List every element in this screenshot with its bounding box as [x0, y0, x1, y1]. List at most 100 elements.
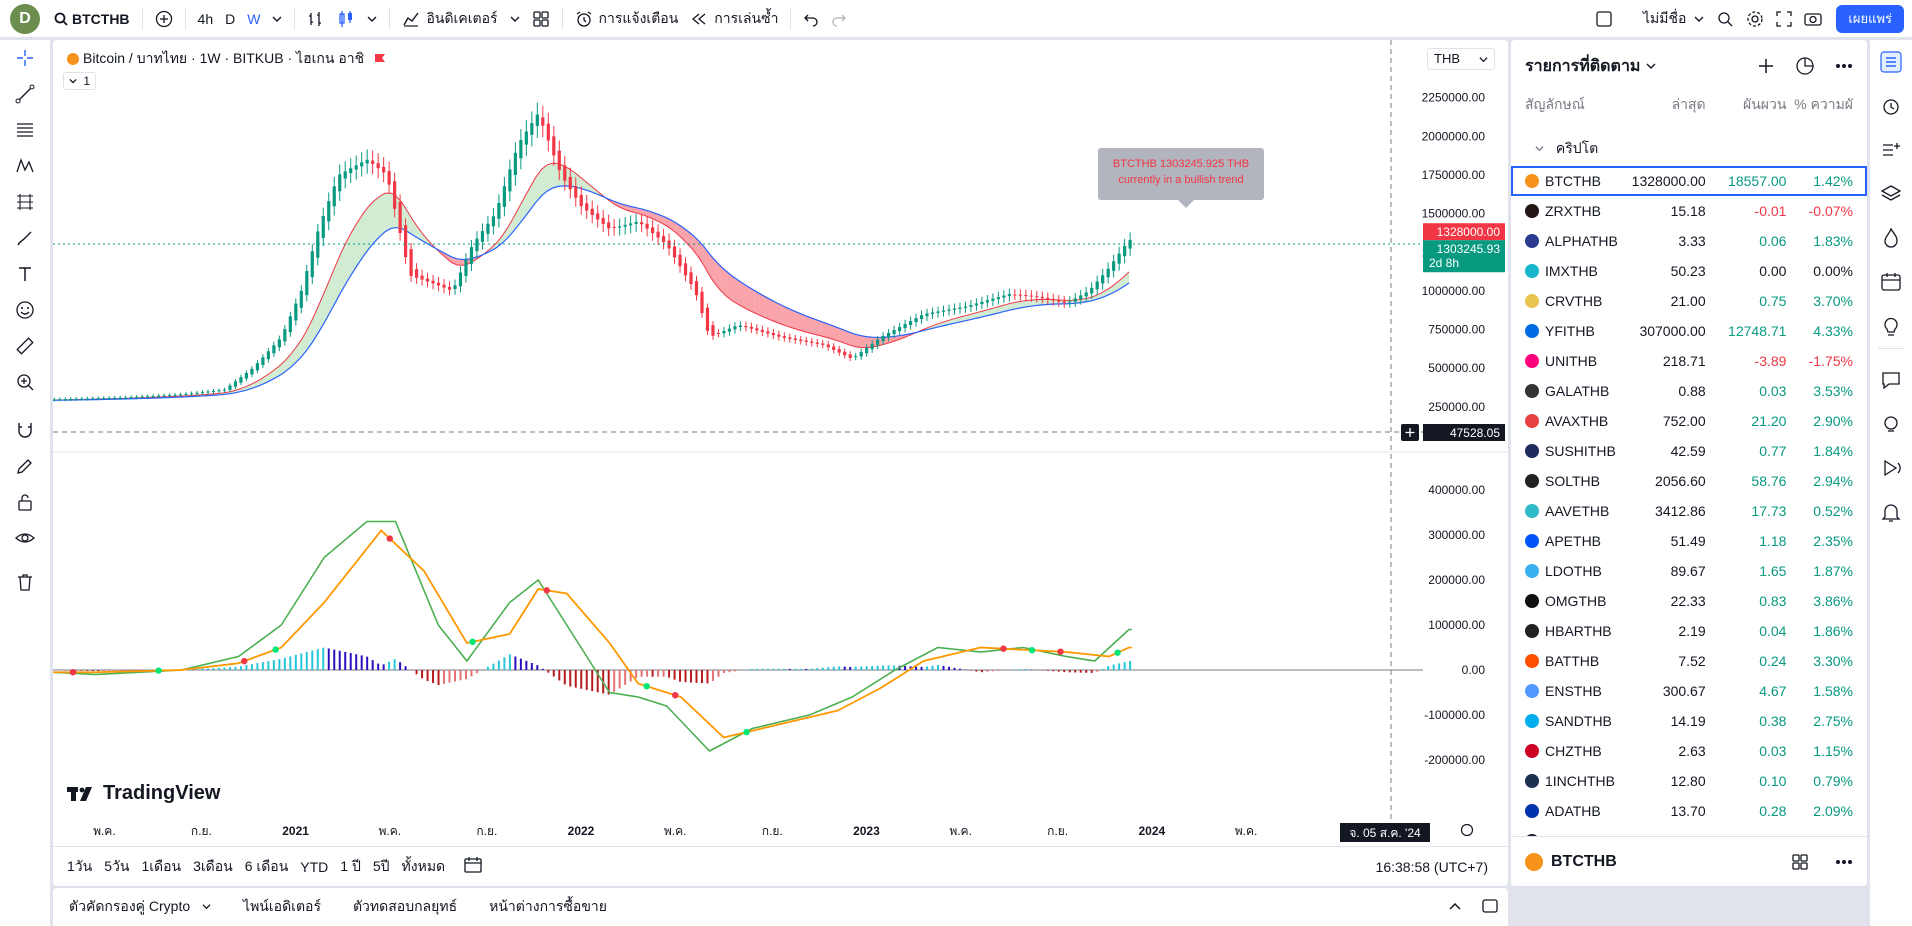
more-icon[interactable] [1835, 63, 1853, 69]
measure-tool[interactable] [0, 328, 50, 364]
watchlist-row[interactable]: ZRXTHB 15.18 -0.01 -0.07% [1511, 196, 1867, 226]
brush-tool[interactable] [0, 220, 50, 256]
watchlist-row[interactable]: SOLTHB 2056.60 58.76 2.94% [1511, 466, 1867, 496]
watchlist-row[interactable]: SANDTHB 14.19 0.38 2.75% [1511, 706, 1867, 736]
calendar-toggle[interactable] [1870, 260, 1912, 304]
publish-button[interactable]: เผยแพร่ [1836, 4, 1904, 33]
maximize-panel-button[interactable] [1472, 898, 1508, 916]
tradingview-logo[interactable]: TradingView [67, 782, 220, 805]
settings-button[interactable] [1740, 4, 1770, 34]
chart-type-button[interactable] [331, 4, 361, 34]
watchlist-row[interactable]: BATTHB 7.52 0.24 3.30% [1511, 646, 1867, 676]
legend-collapse-toggle[interactable]: 1 [63, 72, 97, 90]
grid-icon[interactable] [1791, 853, 1809, 871]
tab-trading-panel[interactable]: หน้าต่างการซื้อขาย [489, 898, 607, 914]
indicators-button[interactable]: อินดิเคเตอร์ [396, 4, 503, 34]
remove-drawings-tool[interactable] [0, 564, 50, 600]
zoom-tool[interactable] [0, 364, 50, 400]
quick-search-button[interactable] [1710, 4, 1740, 34]
trend-line-tool[interactable] [0, 76, 50, 112]
more-icon[interactable] [1835, 859, 1853, 865]
templates-button[interactable] [526, 4, 556, 34]
add-symbol-icon[interactable] [1757, 57, 1775, 75]
column-percent[interactable]: % ความผั [1794, 96, 1853, 112]
snapshot-button[interactable] [1798, 4, 1828, 34]
lock-drawings-tool[interactable] [0, 484, 50, 520]
chart-type-dropdown[interactable] [361, 4, 383, 34]
watchlist-details-footer[interactable]: BTCTHB [1511, 836, 1867, 886]
watchlist-row[interactable]: CHZTHB 2.63 0.03 1.15% [1511, 736, 1867, 766]
layout-button[interactable] [1589, 4, 1619, 34]
currency-select[interactable]: THB [1427, 48, 1495, 70]
tab-pine-editor[interactable]: ไพน์เอดิเตอร์ [243, 898, 321, 914]
forecast-tool[interactable] [0, 184, 50, 220]
range-all[interactable]: ทั้งหมด [401, 857, 446, 874]
ideas-toggle[interactable] [1870, 304, 1912, 348]
object-tree-toggle[interactable] [1870, 128, 1912, 172]
watchlist-row[interactable]: UNITHB 218.71 -3.89 -1.75% [1511, 346, 1867, 376]
symbol-search-button[interactable]: BTCTHB [48, 4, 136, 34]
magnet-tool[interactable] [0, 412, 50, 448]
range-1y[interactable]: 1 ปี [340, 857, 361, 874]
layout-name-button[interactable]: ไม่มีชื่อ [1637, 4, 1710, 34]
watchlist-row[interactable]: BTCTHB 1328000.00 18557.00 1.42% [1511, 166, 1867, 196]
alerts-button[interactable]: การแจ้งเตือน [569, 4, 685, 34]
replay-button[interactable]: การเล่นซ้ำ [684, 4, 784, 34]
text-tool[interactable] [0, 256, 50, 292]
watchlist-row[interactable]: LDOTHB 89.67 1.65 1.87% [1511, 556, 1867, 586]
bar-style-button[interactable] [301, 4, 331, 34]
chevron-down-icon[interactable] [1646, 61, 1656, 71]
price-axis[interactable] [1423, 40, 1508, 846]
hotlists-toggle[interactable] [1870, 216, 1912, 260]
layers-toggle[interactable] [1870, 172, 1912, 216]
watchlist-group-header[interactable]: คริปโต [1511, 118, 1867, 166]
column-last[interactable]: ล่าสุด [1671, 96, 1706, 112]
pattern-tool[interactable] [0, 148, 50, 184]
interval-4h[interactable]: 4h [197, 10, 214, 27]
range-5y[interactable]: 5ปี [372, 857, 390, 874]
chart-canvas[interactable]: 2250000.002000000.001750000.001500000.00… [53, 40, 1508, 846]
watchlist-row[interactable]: APETHB 51.49 1.18 2.35% [1511, 526, 1867, 556]
watchlist-row[interactable]: SUSHITHB 42.59 0.77 1.84% [1511, 436, 1867, 466]
interval-d[interactable]: D [225, 10, 236, 27]
collapse-panel-button[interactable] [1438, 899, 1472, 916]
chart-panel[interactable]: 2250000.00 2000000.00 1750000.00 1500000.00… [53, 40, 1508, 886]
watchlist-row[interactable]: YFITHB 307000.00 12748.71 4.33% [1511, 316, 1867, 346]
indicators-dropdown[interactable] [504, 4, 526, 34]
clock-label[interactable]: 16:38:58 (UTC+7) [1375, 858, 1488, 875]
interval-w[interactable]: W [247, 10, 261, 27]
axis-settings-icon[interactable] [1460, 823, 1474, 837]
watchlist-row[interactable]: GALATHB 0.88 0.03 3.53% [1511, 376, 1867, 406]
watchlist-row[interactable]: ALPHATHB 3.33 0.06 1.83% [1511, 226, 1867, 256]
watchlist-row[interactable]: 1INCHTHB 12.80 0.10 0.79% [1511, 766, 1867, 796]
alerts-toggle[interactable] [1870, 84, 1912, 128]
fib-tool[interactable] [0, 112, 50, 148]
tab-strategy-tester[interactable]: ตัวทดสอบกลยุทธ์ [352, 898, 458, 914]
watchlist-row[interactable]: OMGTHB 22.33 0.83 3.86% [1511, 586, 1867, 616]
compare-symbol-button[interactable] [149, 4, 179, 34]
fullscreen-button[interactable] [1770, 4, 1798, 34]
pie-chart-icon[interactable] [1795, 56, 1815, 76]
watchlist-row[interactable]: ADATHB 13.70 0.28 2.09% [1511, 796, 1867, 826]
range-1m[interactable]: 1เดือน [141, 857, 182, 874]
watchlist-row[interactable]: AVAXTHB 752.00 21.20 2.90% [1511, 406, 1867, 436]
range-1d[interactable]: 1วัน [67, 857, 93, 874]
redo-button[interactable] [825, 4, 853, 34]
watchlist-row[interactable]: HBARTHB 2.19 0.04 1.86% [1511, 616, 1867, 646]
flag-icon[interactable] [374, 53, 386, 65]
watchlist-row[interactable]: ENSTHB 300.67 4.67 1.58% [1511, 676, 1867, 706]
range-6m[interactable]: 6 เดือน [244, 857, 289, 874]
emoji-tool[interactable] [0, 292, 50, 328]
stay-drawing-tool[interactable] [0, 448, 50, 484]
bell-toggle[interactable] [1870, 490, 1912, 534]
undo-button[interactable] [797, 4, 825, 34]
range-5d[interactable]: 5วัน [104, 857, 130, 874]
column-change[interactable]: ผันผวน [1743, 96, 1787, 112]
interval-dropdown[interactable] [266, 4, 288, 34]
watchlist-row[interactable]: CRVTHB 21.00 0.75 3.70% [1511, 286, 1867, 316]
range-ytd[interactable]: YTD [300, 858, 329, 875]
chat-toggle[interactable] [1870, 358, 1912, 402]
user-avatar[interactable]: D [10, 3, 40, 34]
column-symbol[interactable]: สัญลักษณ์ [1525, 96, 1585, 112]
annotation-box[interactable] [1098, 148, 1264, 200]
